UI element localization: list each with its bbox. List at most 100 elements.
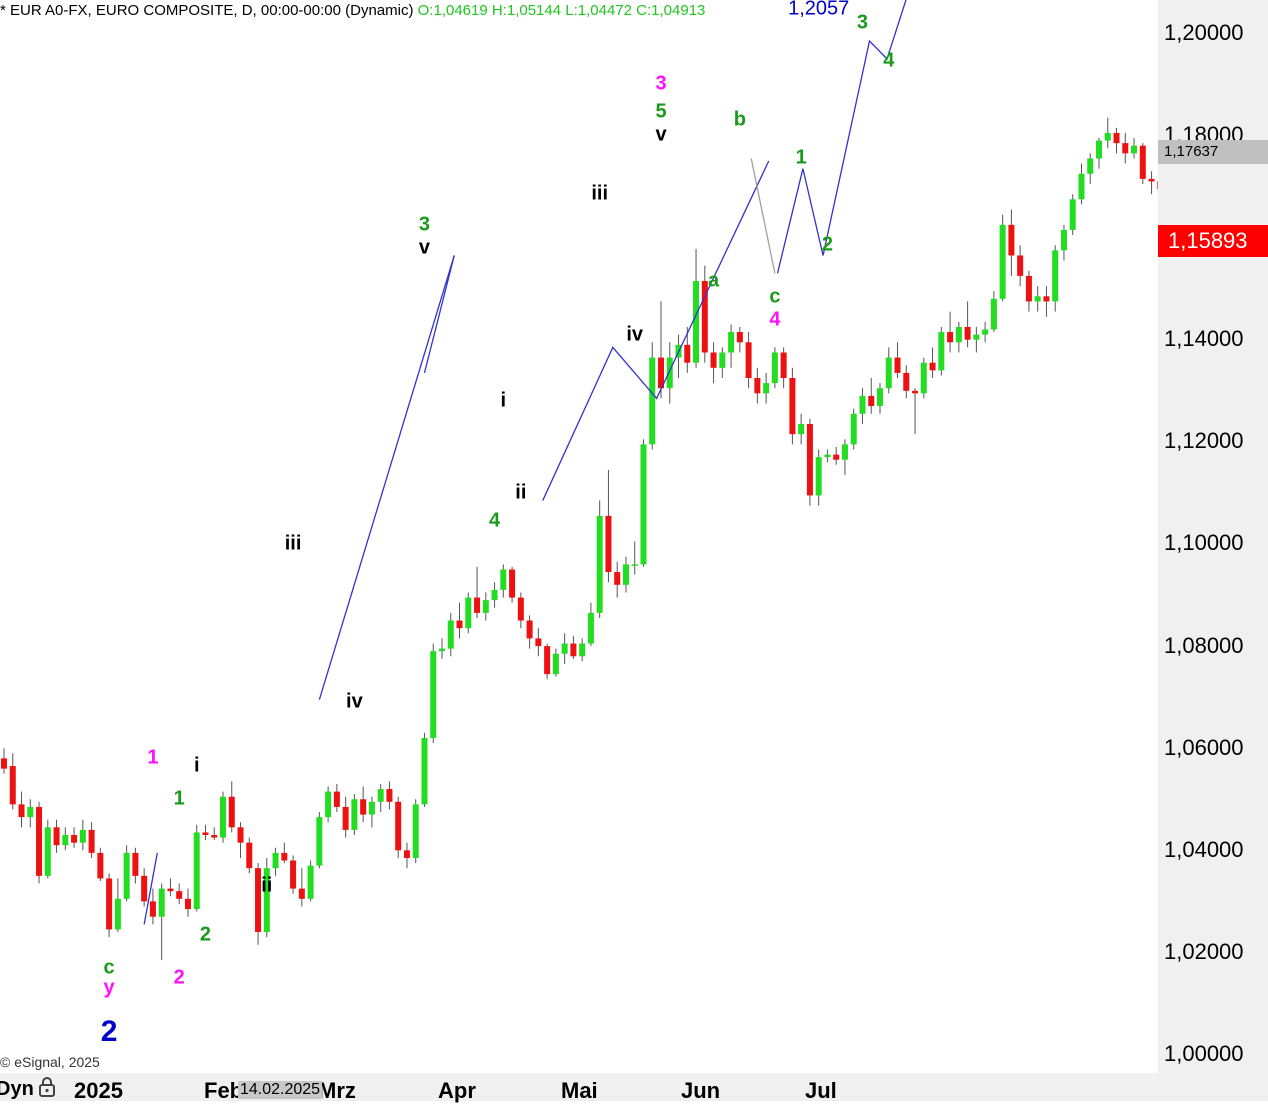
candle-body (736, 332, 743, 343)
price-tick-label: 1,20000 (1164, 19, 1244, 45)
candle-body (97, 852, 104, 879)
candle (745, 332, 752, 389)
candle (9, 753, 16, 810)
candle (149, 888, 156, 925)
candle (403, 842, 410, 869)
candle-body (1017, 255, 1024, 276)
candle (517, 592, 524, 629)
candle-body (316, 817, 323, 866)
candle-body (701, 280, 708, 353)
candle (780, 347, 787, 389)
candle (815, 449, 822, 506)
candle (44, 819, 51, 879)
candle-body (228, 796, 235, 828)
candle-body (973, 334, 980, 340)
candle-body (1078, 173, 1085, 200)
month-label-jun: Jun (681, 1078, 721, 1103)
wave-label: 1 (173, 787, 185, 810)
candle-body (1034, 296, 1041, 302)
candle-body (999, 224, 1006, 299)
candle-body (780, 352, 787, 379)
wave-label: 1 (795, 146, 807, 169)
candle (272, 847, 279, 876)
candle (1139, 143, 1146, 184)
wave-label: 4 (769, 308, 781, 331)
candle-body (1069, 199, 1076, 230)
wave-label: c (769, 285, 781, 308)
candle-body (403, 850, 410, 858)
candle (421, 732, 428, 807)
wave-label: v (418, 236, 431, 259)
candle (158, 883, 165, 961)
crosshair-date: 14.02.2025 (238, 1081, 323, 1099)
candle (465, 592, 472, 634)
candle (587, 602, 594, 647)
candle-body (824, 454, 831, 458)
month-label-jul: Jul (805, 1078, 837, 1103)
candle-body (763, 383, 770, 394)
candle-body (325, 791, 332, 818)
candle-body (106, 878, 113, 930)
candle (132, 847, 139, 884)
candle-body (27, 806, 34, 818)
price-chart[interactable] (0, 0, 1158, 1073)
wave-label: iv (626, 323, 644, 346)
time-axis[interactable] (0, 1073, 1158, 1101)
candle (631, 541, 638, 575)
candle (412, 799, 419, 864)
candle-body (395, 801, 402, 851)
candle (938, 326, 945, 376)
candle (920, 357, 927, 399)
candle-body (447, 620, 454, 649)
projection-line (542, 160, 770, 501)
wave-label: 1,2057 (788, 0, 850, 20)
candle (71, 827, 78, 848)
candle (622, 556, 629, 593)
wave-label: ii (261, 874, 273, 897)
candle-body (439, 648, 445, 652)
candle (1157, 181, 1158, 190)
candle-body (535, 638, 542, 647)
candle (973, 326, 980, 353)
candle (360, 786, 367, 823)
candle (456, 602, 463, 639)
candle (1008, 209, 1015, 276)
projection-line (750, 158, 776, 274)
candle-body (938, 332, 945, 371)
candle-body (570, 643, 577, 657)
candle-body (1096, 140, 1102, 159)
candle (570, 635, 577, 659)
candle-body (1025, 275, 1032, 302)
candle-body (1148, 178, 1155, 182)
month-label-apr: Apr (438, 1078, 476, 1103)
wave-label: iv (346, 690, 363, 713)
candle (798, 413, 805, 445)
candle (1043, 286, 1050, 317)
candle-body (745, 342, 752, 379)
candle-body (1113, 132, 1120, 144)
candle (184, 888, 191, 917)
candle (430, 643, 437, 744)
candle-body (298, 888, 305, 899)
candle-body (44, 827, 51, 876)
candle-body (561, 643, 568, 654)
candle-body (1104, 132, 1111, 141)
candle (342, 796, 349, 838)
dyn-label[interactable]: Dyn (0, 1078, 34, 1100)
candle-body (272, 852, 279, 869)
candle-body (360, 799, 367, 815)
candle (929, 347, 936, 379)
price-axis[interactable] (1158, 0, 1268, 1101)
candle-body (1131, 145, 1138, 154)
candle-body (149, 901, 156, 917)
lock-icon[interactable] (38, 1076, 56, 1104)
candle (509, 566, 516, 603)
candle (1069, 194, 1076, 236)
candle-body (526, 620, 533, 639)
wave-label: iii (591, 182, 609, 205)
candle (1122, 132, 1129, 164)
candle (79, 819, 86, 851)
candle-body (255, 868, 262, 933)
candle-body (693, 280, 700, 363)
